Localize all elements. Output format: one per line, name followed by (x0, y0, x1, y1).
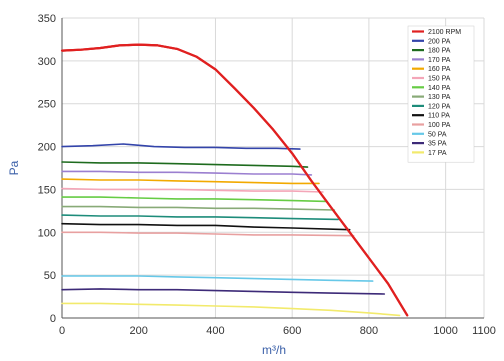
y-tick-label: 250 (38, 99, 56, 111)
x-tick-label: 600 (283, 325, 301, 337)
legend-label: 200 PA (428, 38, 451, 45)
series-line-100-pa (61, 231, 355, 237)
x-axis-title: m³/h (262, 343, 286, 357)
legend-label: 17 PA (428, 150, 447, 157)
series-line-170-pa (61, 170, 313, 176)
tick-labels: 0 50 100 150 200 250 300 350 0 200 400 600 800 1000 11… (38, 13, 496, 337)
series-line-130-pa (61, 205, 336, 211)
series-line-200-pa (61, 143, 301, 150)
legend-box (407, 25, 475, 163)
legend-label: 2100 RPM (428, 29, 461, 36)
x-tick-label: 1000 (433, 325, 457, 337)
legend-label: 140 PA (428, 85, 451, 92)
legend-label: 120 PA (428, 103, 451, 110)
x-tick-label: 200 (130, 325, 148, 337)
series-line-180-pa (61, 161, 309, 168)
axes (61, 18, 484, 319)
x-tick-label: 400 (206, 325, 224, 337)
y-tick-label: 100 (38, 227, 56, 239)
legend-label: 50 PA (428, 131, 447, 138)
series-line-50-pa (61, 275, 374, 282)
legend-label: 35 PA (428, 141, 447, 148)
legend-label: 150 PA (428, 76, 451, 83)
y-tick-label: 50 (44, 270, 56, 282)
series-line-140-pa (61, 196, 328, 203)
series-line-160-pa (61, 178, 320, 185)
y-tick-label: 150 (38, 184, 56, 196)
y-tick-label: 0 (50, 313, 56, 325)
legend-label: 170 PA (428, 57, 451, 64)
legend-label: 100 PA (428, 122, 451, 129)
legend-label: 110 PA (428, 113, 450, 120)
series-line-120-pa (61, 214, 340, 221)
x-tick-label: 0 (59, 325, 65, 337)
series-line-110-pa (61, 222, 351, 231)
y-tick-label: 350 (38, 13, 56, 25)
y-axis-title: Pa (7, 160, 21, 175)
x-tick-label: 800 (360, 325, 378, 337)
series-lines (60, 43, 409, 317)
series-line-35-pa (61, 288, 386, 295)
legend-label: 130 PA (428, 94, 451, 101)
series-line-17-pa (61, 302, 401, 317)
y-tick-label: 200 (38, 142, 56, 154)
series-line-main-overlay (61, 43, 409, 316)
series-line-150-pa (61, 187, 324, 193)
y-tick-label: 300 (38, 56, 56, 68)
legend: 2100 RPM 200 PA 180 PA 170 PA 160 PA 150 PA 14… (407, 25, 475, 163)
legend-label: 180 PA (428, 48, 451, 55)
legend-label: 160 PA (428, 66, 451, 73)
x-tick-label: 1100 (472, 325, 496, 337)
